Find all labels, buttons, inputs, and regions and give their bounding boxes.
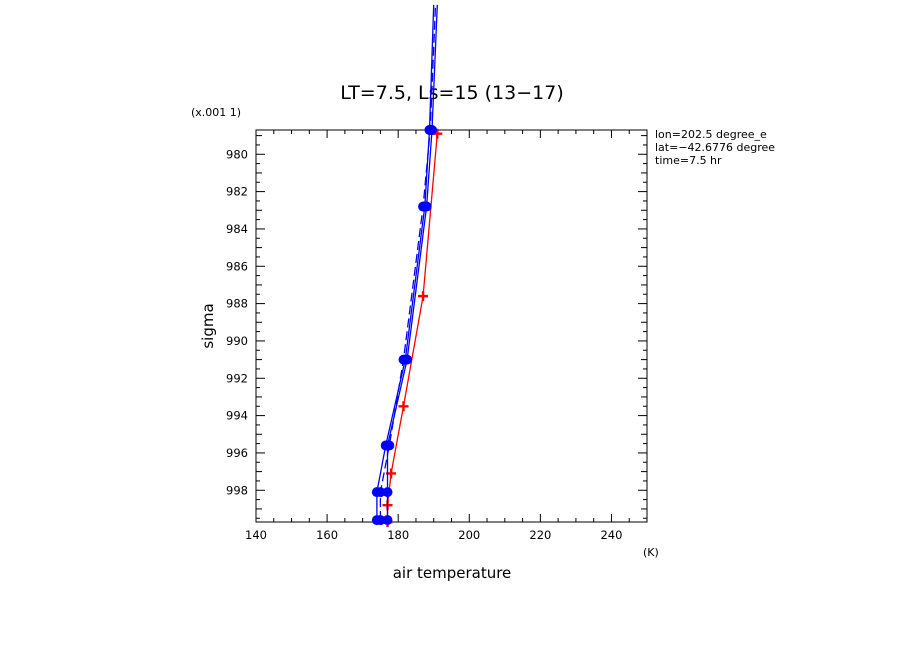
x-tick-label: 200 [458,528,480,542]
y-tick-label: 998 [226,483,248,497]
annotation-line-3: time=7.5 hr [655,154,722,167]
x-tick-label: 220 [529,528,551,542]
axes: 140 160 180 200 220 240 980 982 984 986 988 990 992 9… [226,129,648,542]
y-tick-label: 996 [226,446,248,460]
series-4-point [425,125,436,135]
series-1-point [418,291,429,302]
y-tick-label: 990 [226,334,248,348]
y-tick-label: 992 [226,371,248,385]
series-3-point [382,487,393,498]
plot-frame [255,129,648,523]
series-1-line [386,133,438,522]
series-4-point [418,201,429,212]
x-tick-label: 240 [600,528,622,542]
series-1-point [398,401,409,412]
x-axis-label: air temperature [393,564,512,582]
series-4-point [398,354,409,365]
x-tick-label: 160 [316,528,338,542]
y-tick-label: 982 [226,185,248,199]
annotation-line-1: lon=202.5 degree_e [655,128,767,141]
x-tick-label: 180 [387,528,409,542]
y-tick-label: 994 [226,409,248,423]
y-tick-label: 986 [226,259,248,273]
series-1 [382,128,443,527]
series-3-point [382,515,393,526]
series-4-point [384,440,395,451]
x-unit-label: (K) [643,546,659,559]
series-4-point [375,487,386,498]
annotation-line-2: lat=−42.6776 degree [655,141,775,154]
series-layer [371,4,443,527]
y-tick-label: 988 [226,297,248,311]
x-tick-label: 140 [245,528,267,542]
y-scale-note: (x.001 1) [191,106,241,119]
chart-title: LT=7.5, Ls=15 (13−17) [340,82,564,104]
series-4-point [375,515,386,526]
y-tick-label: 984 [226,222,248,236]
series-4 [375,4,437,526]
y-axis-label: sigma [199,303,217,348]
y-tick-label: 980 [226,147,248,161]
